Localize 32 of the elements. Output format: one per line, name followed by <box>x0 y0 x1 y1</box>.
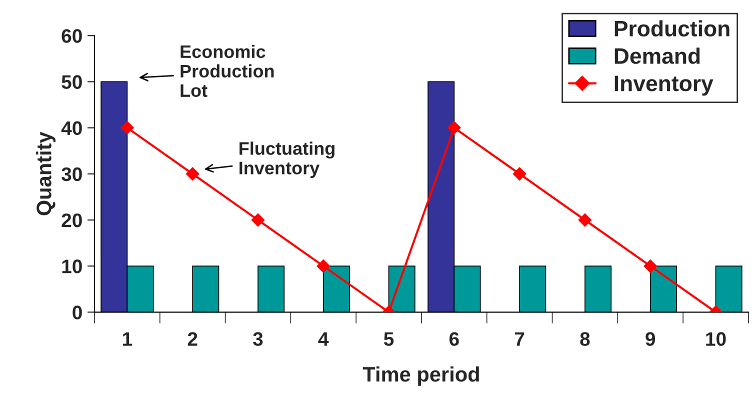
point <box>644 259 657 273</box>
point <box>316 259 330 273</box>
legend-label: Demand <box>614 48 700 64</box>
point <box>448 121 461 134</box>
x-tick-label: 4 <box>318 332 329 346</box>
y-tick-label: 50 <box>62 75 82 89</box>
x-tick-label: 2 <box>188 332 198 346</box>
point <box>186 167 200 180</box>
x-tick-label: 8 <box>580 332 590 346</box>
x-tick-label: 3 <box>253 332 263 346</box>
y-tick-label: 10 <box>62 260 82 274</box>
y-tick-label: 20 <box>62 213 82 228</box>
point <box>120 121 134 134</box>
y-tick-label: 60 <box>62 29 82 43</box>
legend-label: Inventory <box>614 76 714 96</box>
x-axis-title: Time period <box>362 366 479 386</box>
annotation: Fluctuating Inventory <box>240 142 334 178</box>
x-tick-label: 5 <box>384 332 394 346</box>
legend-label: Production <box>614 20 730 37</box>
y-axis-title: Quantity <box>36 132 56 216</box>
x-tick-label: 7 <box>514 332 524 346</box>
point <box>578 213 592 227</box>
x-tick-label: 1 <box>123 332 132 346</box>
x-tick-label: 9 <box>646 332 656 346</box>
y-tick-label: 30 <box>62 167 82 182</box>
annotation: Economic Production Lot <box>180 44 274 97</box>
y-tick-label: 40 <box>61 121 82 136</box>
x-tick-label: 10 <box>706 332 726 346</box>
point <box>512 167 526 180</box>
x-tick-label: 6 <box>449 332 459 346</box>
y-tick-label: 0 <box>72 306 82 320</box>
point <box>251 213 265 227</box>
